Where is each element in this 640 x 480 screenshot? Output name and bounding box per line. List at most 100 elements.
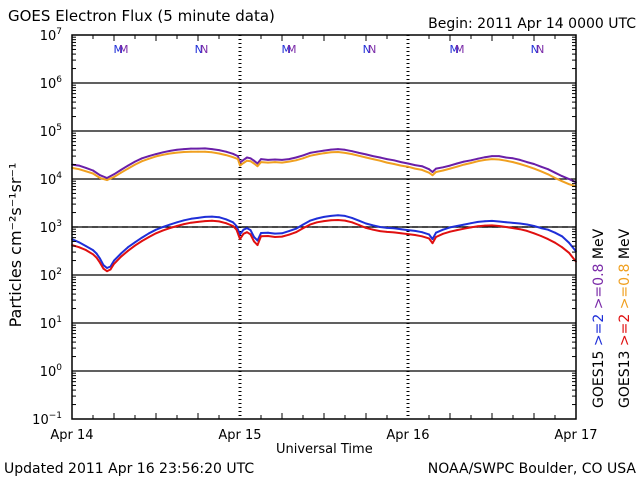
data-point bbox=[225, 154, 227, 157]
data-point bbox=[498, 220, 500, 223]
data-point bbox=[113, 263, 115, 265]
data-point bbox=[561, 246, 563, 249]
data-point bbox=[414, 167, 416, 170]
data-point bbox=[99, 257, 101, 260]
data-point bbox=[435, 236, 437, 238]
data-point bbox=[449, 167, 451, 170]
data-point bbox=[400, 164, 402, 167]
data-point bbox=[561, 235, 563, 238]
data-point bbox=[183, 148, 185, 151]
data-point bbox=[309, 154, 311, 157]
data-point bbox=[169, 152, 171, 155]
data-point bbox=[274, 161, 276, 164]
data-point bbox=[183, 219, 185, 222]
data-point bbox=[323, 216, 325, 218]
data-point bbox=[526, 223, 528, 226]
x-tick-label: Apr 15 bbox=[218, 428, 261, 443]
data-point bbox=[519, 163, 521, 165]
data-point bbox=[470, 159, 472, 162]
data-point bbox=[372, 228, 374, 231]
y-tick-label: 104 bbox=[40, 171, 63, 188]
data-point bbox=[85, 249, 87, 252]
data-point bbox=[197, 150, 199, 153]
data-point bbox=[561, 175, 563, 178]
data-point bbox=[78, 241, 80, 244]
data-point bbox=[106, 270, 108, 273]
y-tick-label: 105 bbox=[40, 123, 62, 140]
data-point bbox=[267, 231, 269, 234]
data-point bbox=[442, 232, 444, 235]
updated-timestamp: Updated 2011 Apr 16 23:56:20 UTC bbox=[4, 461, 255, 477]
y-tick-label: 10−1 bbox=[32, 411, 62, 428]
data-point bbox=[421, 235, 423, 238]
data-point bbox=[400, 228, 402, 231]
data-point bbox=[134, 244, 136, 247]
data-point bbox=[414, 164, 416, 167]
data-point bbox=[372, 155, 374, 158]
data-point bbox=[253, 159, 255, 162]
data-point bbox=[547, 228, 549, 231]
data-point bbox=[428, 168, 430, 171]
data-point bbox=[533, 232, 535, 235]
y-tick-label: 103 bbox=[40, 219, 62, 236]
legend-goes13: GOES13 >=2 >=0.8 MeV bbox=[617, 228, 633, 408]
data-point bbox=[211, 148, 213, 151]
data-point bbox=[316, 217, 318, 220]
data-point bbox=[491, 155, 493, 158]
data-point bbox=[162, 229, 164, 232]
y-tick-label: 100 bbox=[40, 363, 63, 380]
data-point bbox=[232, 156, 234, 159]
data-point bbox=[134, 163, 136, 166]
data-point bbox=[323, 149, 325, 152]
data-point bbox=[197, 221, 199, 223]
data-point bbox=[491, 224, 493, 227]
data-point bbox=[106, 267, 108, 269]
data-point bbox=[113, 173, 115, 176]
data-point bbox=[235, 228, 238, 231]
data-point bbox=[540, 165, 542, 168]
data-point bbox=[288, 233, 290, 236]
data-point bbox=[463, 223, 465, 226]
data-point bbox=[435, 231, 437, 234]
data-point bbox=[113, 176, 115, 178]
data-point bbox=[155, 232, 157, 235]
data-point bbox=[249, 157, 252, 160]
data-point bbox=[109, 268, 112, 271]
data-point bbox=[162, 151, 164, 154]
data-point bbox=[274, 158, 276, 161]
data-point bbox=[281, 232, 283, 235]
data-point bbox=[484, 220, 486, 223]
data-point bbox=[211, 219, 213, 222]
series-line-1 bbox=[71, 150, 577, 188]
data-point bbox=[540, 170, 542, 173]
data-point bbox=[456, 162, 458, 165]
data-point bbox=[225, 218, 227, 221]
data-point bbox=[330, 148, 332, 151]
data-point bbox=[127, 249, 129, 252]
data-point bbox=[169, 227, 171, 230]
data-point bbox=[141, 236, 143, 239]
data-point bbox=[162, 153, 164, 156]
data-point bbox=[431, 242, 434, 245]
data-point bbox=[237, 155, 239, 158]
data-point bbox=[274, 236, 276, 238]
data-point bbox=[148, 232, 150, 235]
begin-time: Begin: 2011 Apr 14 0000 UTC bbox=[428, 16, 636, 32]
midnight-noon-marker: M bbox=[281, 43, 291, 56]
midnight-noon-marker: N bbox=[368, 43, 376, 56]
data-point bbox=[190, 147, 192, 150]
data-point bbox=[386, 227, 388, 229]
data-point bbox=[309, 223, 311, 226]
data-point bbox=[141, 160, 143, 163]
data-point bbox=[242, 159, 245, 161]
data-point bbox=[218, 220, 220, 223]
data-point bbox=[204, 150, 206, 153]
data-point bbox=[337, 148, 339, 151]
midnight-noon-marker: N bbox=[195, 43, 203, 56]
data-point bbox=[428, 171, 430, 174]
data-point bbox=[519, 159, 521, 161]
data-point bbox=[477, 225, 479, 228]
data-point bbox=[484, 224, 486, 227]
data-point bbox=[309, 152, 311, 154]
